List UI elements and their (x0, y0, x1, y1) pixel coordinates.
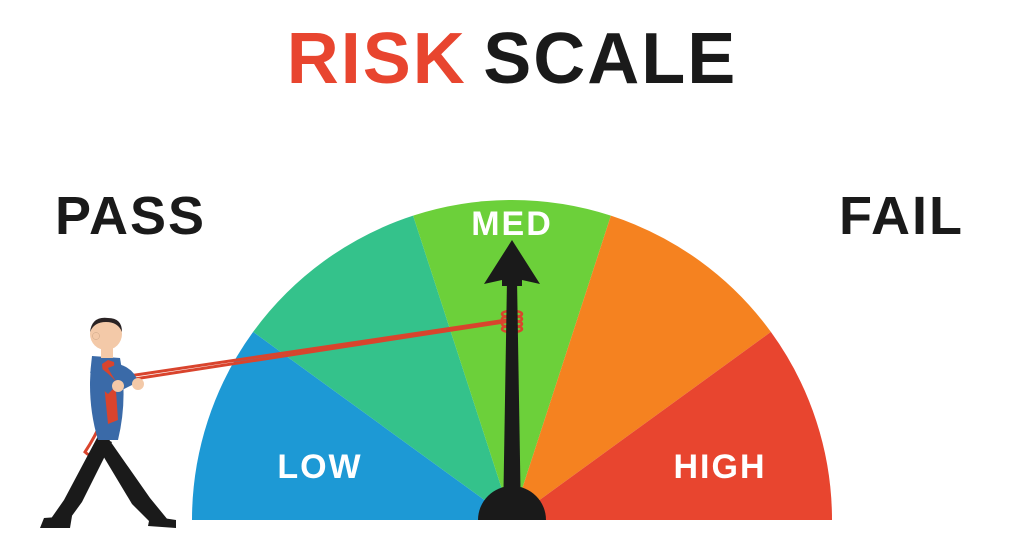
infographic-stage: RISK SCALE PASS FAIL LOWMEDHIGH (0, 0, 1024, 546)
gauge-label-med: MED (471, 205, 553, 243)
gauge-label-low: LOW (277, 448, 362, 486)
gauge: LOW MED HIGH (0, 0, 1024, 546)
person-pulling (40, 318, 176, 528)
gauge-label-high: HIGH (674, 448, 767, 486)
